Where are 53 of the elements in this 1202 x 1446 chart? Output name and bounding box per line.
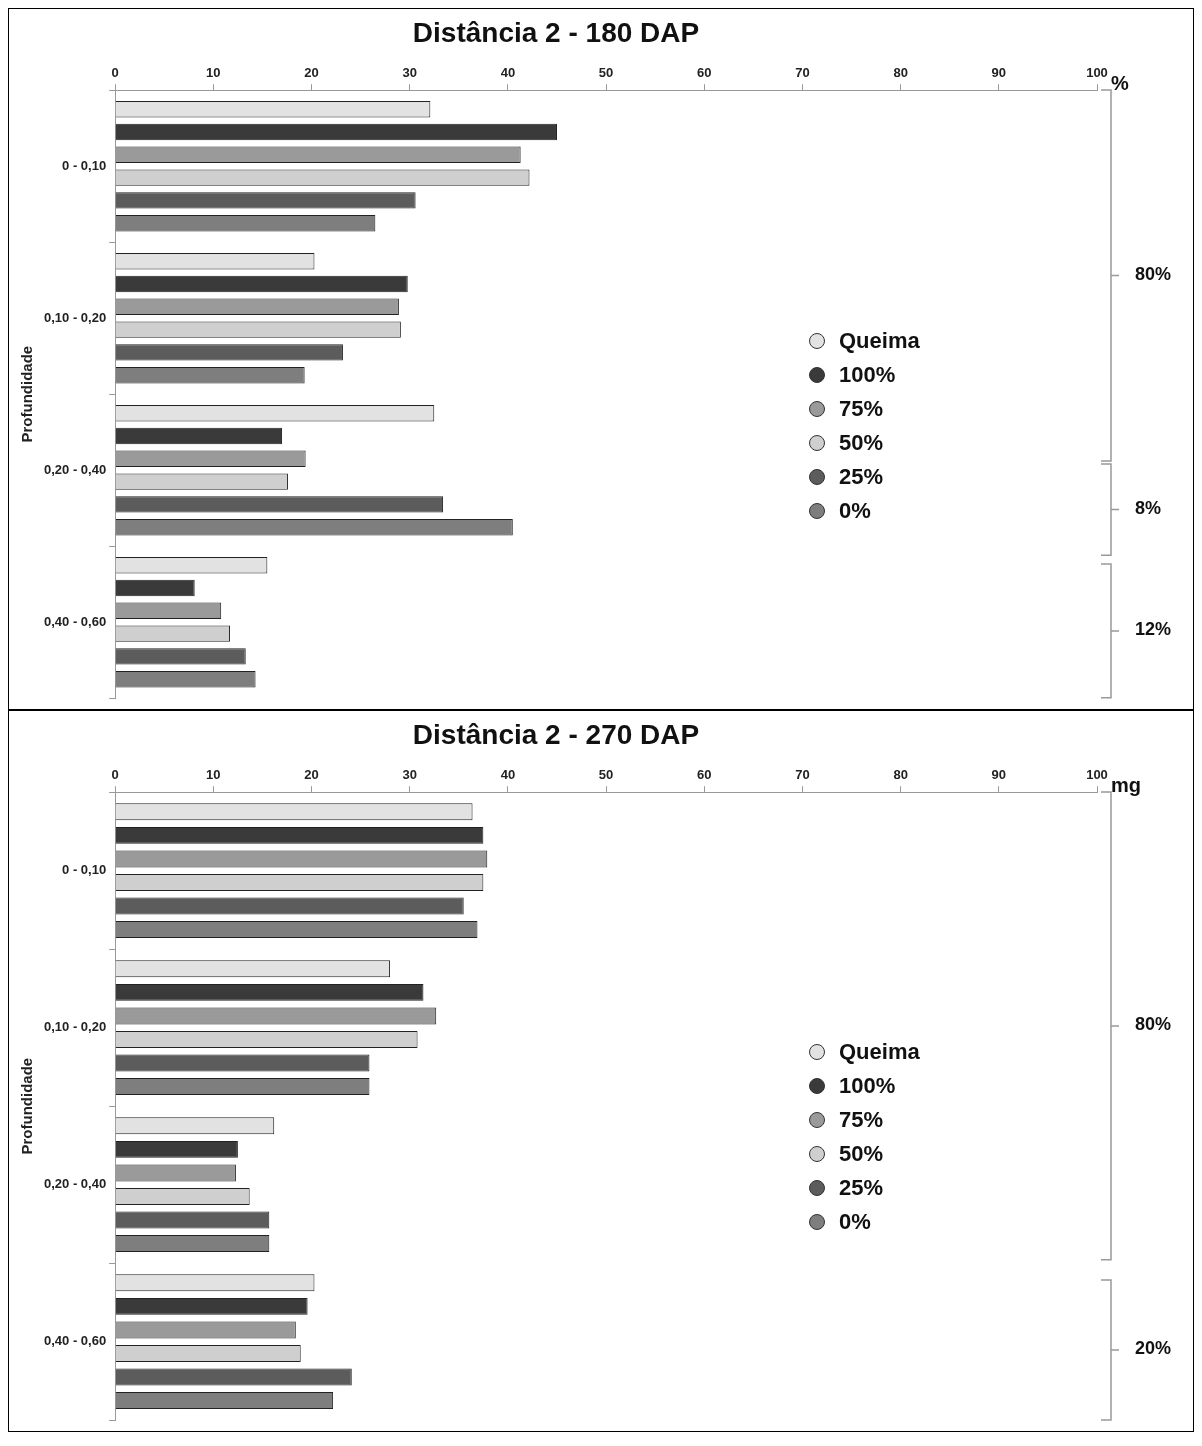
x-tick-label: 90 (991, 64, 1007, 80)
y-tick-label: 0 - 0,10 (62, 157, 107, 173)
legend-label: 75% (839, 1107, 884, 1133)
y-tick-label: 0,40 - 0,60 (44, 1333, 107, 1349)
x-tick-label: 60 (697, 64, 712, 80)
x-tick-label: 70 (795, 64, 810, 80)
x-tick-label: 40 (500, 64, 516, 80)
x-tick-label: 10 (206, 766, 221, 782)
x-tick-label: 0 (111, 766, 119, 782)
y-tick-label: 0,40 - 0,60 (44, 613, 107, 629)
x-tick-label: 70 (795, 766, 810, 782)
x-tick-label: 30 (402, 766, 417, 782)
legend-label: 100% (839, 1073, 896, 1099)
y-tick-label: 0,20 - 0,40 (44, 461, 107, 477)
legend-label: 25% (839, 464, 884, 490)
legend-label: 75% (839, 396, 884, 422)
y-tick-label: 0,20 - 0,40 (44, 1176, 107, 1192)
chart-title: Distância 2 - 270 DAP (412, 718, 700, 750)
y-tick-label: 0 - 0,10 (62, 862, 107, 878)
legend-label: 50% (839, 430, 884, 456)
y-axis-title: Profundidade (18, 345, 36, 443)
legend-label: Queima (839, 1039, 920, 1065)
x-tick-label: 80 (893, 766, 908, 782)
legend-label: 0% (839, 498, 871, 524)
legend-label: 25% (839, 1175, 884, 1201)
x-tick-label: 80 (893, 64, 908, 80)
x-tick-label: 50 (598, 766, 614, 782)
x-tick-label: 40 (500, 766, 516, 782)
text: 20% (1135, 1338, 1172, 1360)
text: 12% (1135, 619, 1172, 641)
y-tick-label: 0,10 - 0,20 (44, 309, 107, 325)
x-tick-label: 20 (304, 64, 319, 80)
x-axis-title: % (1111, 71, 1129, 94)
x-tick-label: 100 (1086, 766, 1108, 782)
legend-label: Queima (839, 328, 920, 354)
text: 80% (1135, 1014, 1172, 1036)
y-axis-title: Profundidade (18, 1057, 36, 1155)
text: 8% (1135, 497, 1162, 519)
y-tick-label: 0,10 - 0,20 (44, 1019, 107, 1035)
x-tick-label: 30 (402, 64, 417, 80)
legend-label: 100% (839, 362, 896, 388)
x-tick-label: 20 (304, 766, 319, 782)
text: 80% (1135, 263, 1172, 285)
x-axis-title: mg (1111, 773, 1141, 796)
x-tick-label: 60 (697, 766, 712, 782)
legend-label: 0% (839, 1209, 871, 1235)
chart-title: Distância 2 - 180 DAP (412, 16, 700, 48)
x-tick-label: 10 (206, 64, 221, 80)
x-tick-label: 50 (598, 64, 614, 80)
x-tick-label: 100 (1086, 64, 1108, 80)
legend-label: 50% (839, 1141, 884, 1167)
x-tick-label: 0 (111, 64, 119, 80)
x-tick-label: 90 (991, 766, 1007, 782)
